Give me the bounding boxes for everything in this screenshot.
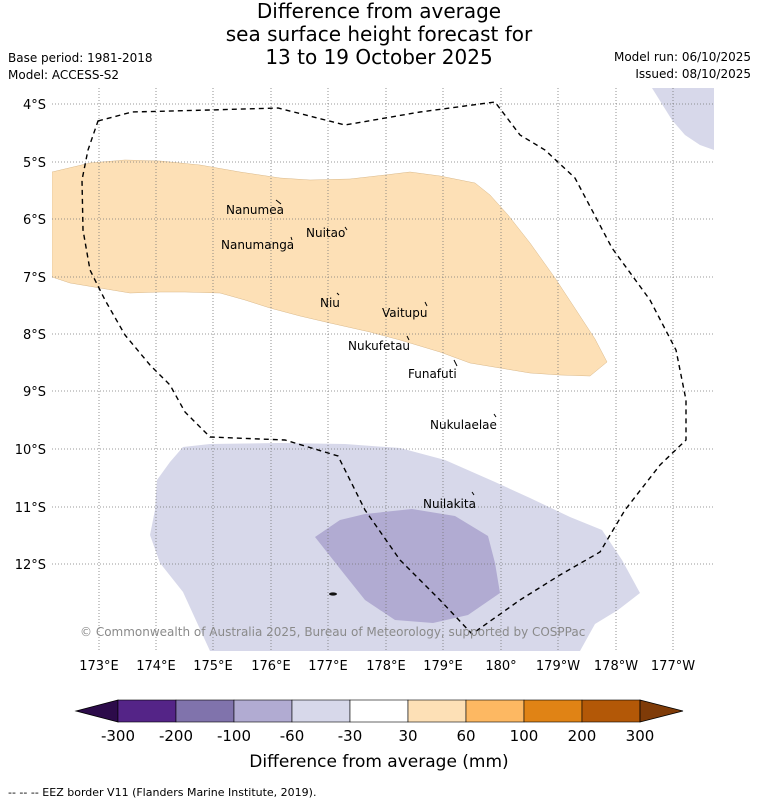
island-marker: [275, 199, 282, 205]
map-title: Difference from average sea surface heig…: [0, 0, 758, 69]
lat-label: 12°S: [15, 558, 46, 573]
colorbar-tick-label: -300: [101, 727, 135, 745]
title-line-2: sea surface height forecast for: [225, 22, 533, 46]
lon-label: 178°W: [594, 659, 638, 674]
colorbar-segment: [523, 699, 583, 723]
colorbar-title: Difference from average (mm): [249, 752, 508, 772]
colorbar-tick-label: 200: [568, 727, 597, 745]
lat-label: 4°S: [23, 98, 46, 113]
lon-label: 179°W: [536, 659, 580, 674]
island-label: Nukufetau: [348, 339, 410, 353]
colorbar-tick-label: 300: [626, 727, 655, 745]
longitude-labels: 173°E 174°E 175°E 176°E 177°E 178°E 179°…: [79, 659, 695, 674]
model-name: Model: ACCESS-S2: [8, 68, 120, 82]
lat-label: 8°S: [23, 328, 46, 343]
lat-label: 5°S: [23, 156, 46, 171]
lat-label: 6°S: [23, 213, 46, 228]
gridlines: [52, 88, 714, 651]
lat-label: 11°S: [15, 501, 46, 516]
island-label: Nanumanga: [221, 238, 294, 252]
colorbar-tick-label: -30: [338, 727, 363, 745]
lon-label: 175°E: [193, 659, 233, 674]
base-period: Base period: 1981-2018: [8, 51, 153, 65]
colorbar-segment: [349, 699, 409, 723]
colorbar-segment: [465, 699, 525, 723]
colorbar-segment: [117, 699, 177, 723]
lat-label: 10°S: [15, 443, 46, 458]
island-label: Niu: [320, 296, 340, 310]
colorbar-low-extension: [74, 699, 119, 723]
anomaly-fields: [52, 88, 714, 651]
colorbar-segment: [407, 699, 467, 723]
island-label: Nukulaelae: [430, 418, 497, 432]
colorbar-tick-label: 60: [456, 727, 475, 745]
title-line-3: 13 to 19 October 2025: [265, 45, 493, 69]
small-reef-speck: [329, 592, 337, 596]
island-marker: [493, 413, 497, 418]
island-label: Nanumea: [226, 203, 284, 217]
lon-label: 176°E: [251, 659, 291, 674]
issued-date: Issued: 08/10/2025: [635, 67, 751, 81]
islands: Nanumea Nuitao Nanumanga Niu Vaitupu Nuk…: [221, 199, 497, 511]
island-marker: [344, 226, 348, 231]
colorbar-high-extension: [639, 699, 684, 723]
strong-negative-anomaly-region: [315, 509, 500, 623]
island-label: Nuilakita: [423, 497, 476, 511]
colorbar-segment: [175, 699, 235, 723]
eez-legend: -- -- -- EEZ border V11 (Flanders Marine…: [8, 786, 317, 799]
lon-label: 173°E: [79, 659, 119, 674]
model-run-date: Model run: 06/10/2025: [613, 50, 751, 64]
colorbar-tick-label: -100: [217, 727, 251, 745]
copyright-notice: © Commonwealth of Australia 2025, Bureau…: [80, 625, 585, 639]
island-label: Nuitao: [306, 226, 345, 240]
colorbar-tick-label: 100: [510, 727, 539, 745]
base-info: Base period: 1981-2018 Model: ACCESS-S2: [8, 50, 153, 84]
title-line-1: Difference from average: [256, 0, 502, 23]
lon-label: 177°E: [308, 659, 348, 674]
island-marker: [290, 236, 293, 241]
lon-label: 180°: [485, 659, 516, 674]
colorbar: -300 -200 -100 -60 -30 30 60 100 200 300…: [74, 699, 684, 772]
colorbar-segment: [233, 699, 293, 723]
lon-label: 179°E: [423, 659, 463, 674]
run-info: Model run: 06/10/2025 Issued: 08/10/2025: [614, 49, 751, 83]
colorbar-tick-label: 30: [398, 727, 417, 745]
lat-label: 7°S: [23, 271, 46, 286]
lon-label: 178°E: [366, 659, 406, 674]
colorbar-tick-label: -60: [280, 727, 305, 745]
negative-anomaly-region-northeast: [652, 88, 714, 150]
latitude-labels: 4°S 5°S 6°S 7°S 8°S 9°S 10°S 11°S 12°S: [15, 98, 46, 573]
island-label: Funafuti: [408, 367, 457, 381]
colorbar-segment: [291, 699, 351, 723]
colorbar-segment: [581, 699, 641, 723]
positive-anomaly-region: [52, 159, 608, 377]
lon-label: 177°W: [651, 659, 695, 674]
island-marker: [336, 292, 340, 296]
colorbar-tick-label: -200: [159, 727, 193, 745]
island-marker: [453, 359, 458, 367]
lon-label: 174°E: [136, 659, 176, 674]
eez-border: [81, 101, 687, 635]
lat-label: 9°S: [23, 385, 46, 400]
island-label: Vaitupu: [382, 306, 428, 320]
island-marker: [406, 335, 410, 341]
island-marker: [471, 491, 475, 496]
island-marker: [424, 301, 428, 307]
